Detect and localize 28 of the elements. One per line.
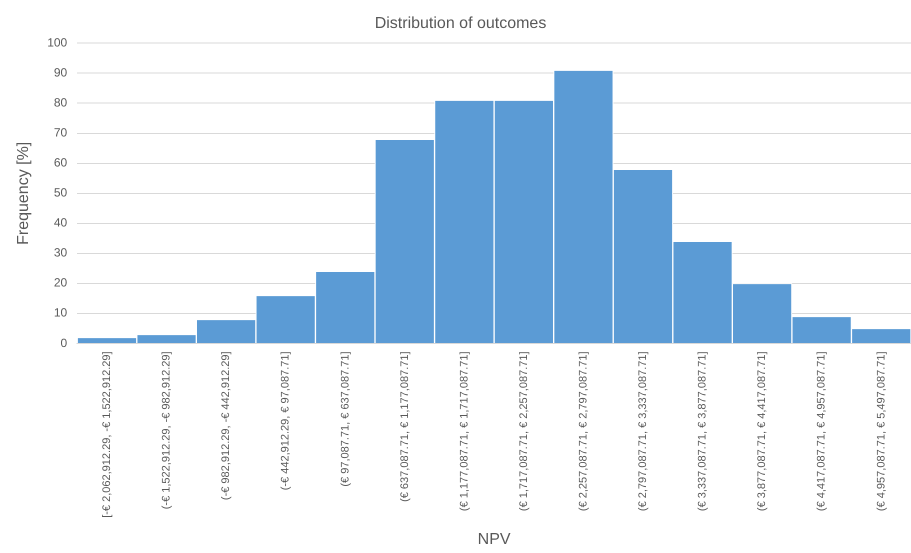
x-tick-label: (-€ 1,522,912.29, -€ 982,912.29] bbox=[160, 351, 173, 510]
x-tick-label: (€ 97,087.71, € 637,087.71] bbox=[339, 351, 352, 487]
y-axis-title: Frequency [%] bbox=[15, 142, 32, 245]
y-tick-label: 90 bbox=[54, 66, 68, 80]
x-tick-label: (€ 2,257,087.71, € 2,797,087.71] bbox=[577, 351, 590, 512]
x-tick-label: (€ 637,087.71, € 1,177,087.71] bbox=[398, 351, 411, 502]
x-axis-title: NPV bbox=[478, 530, 511, 548]
y-tick-label: 10 bbox=[54, 306, 68, 320]
x-tick-label: (€ 2,797,087.71, € 3,337,087.71] bbox=[637, 351, 650, 512]
y-tick-label: 50 bbox=[54, 186, 68, 200]
x-tick-label: (-€ 442,912.29, € 97,087.71] bbox=[280, 351, 292, 490]
y-tick-label: 30 bbox=[54, 246, 68, 260]
y-tick-label: 100 bbox=[47, 36, 68, 50]
x-tick-label: (-€ 982,912.29, -€ 442,912.29] bbox=[220, 351, 232, 500]
x-tick-label: (€ 3,877,087.71, € 4,417,087.71] bbox=[756, 351, 768, 512]
x-tick-label: [-€ 2,062,912.29, -€ 1,522,912.29] bbox=[101, 351, 114, 518]
y-tick-label: 60 bbox=[54, 156, 68, 170]
chart-title: Distribution of outcomes bbox=[374, 15, 546, 32]
x-tick-label: (€ 4,417,087.71, € 4,957,087.71] bbox=[816, 351, 828, 512]
x-tick-label: (€ 3,337,087.71, € 3,877,087.71] bbox=[696, 351, 709, 512]
y-tick-label: 20 bbox=[54, 276, 68, 290]
y-tick-label: 40 bbox=[54, 216, 68, 230]
y-tick-label: 0 bbox=[60, 336, 68, 350]
x-tick-label: (€ 1,177,087.71, € 1,717,087.71] bbox=[458, 351, 470, 512]
y-tick-label: 80 bbox=[54, 96, 68, 110]
y-tick-label: 70 bbox=[54, 126, 68, 140]
x-tick-label: (€ 4,957,087.71, € 5,497,087.71] bbox=[875, 351, 888, 512]
x-tick-label: (€ 1,717,087.71, € 2,257,087.71] bbox=[518, 351, 530, 512]
